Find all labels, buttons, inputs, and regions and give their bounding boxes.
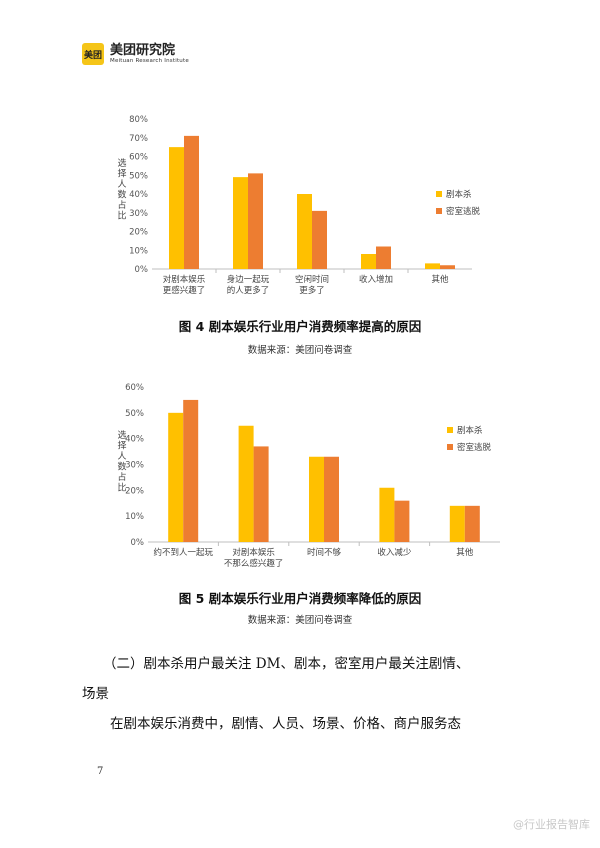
category-label: 收入增加 <box>359 274 393 285</box>
bar-jubensha <box>425 263 440 269</box>
category-label: 约不到人一起玩 <box>153 547 213 558</box>
brand-name-en: Meituan Research Institute <box>110 58 189 65</box>
figure-5-caption: 图 5 剧本娱乐行业用户消费频率降低的原因 <box>178 591 422 606</box>
category-label: 时间不够 <box>307 547 342 558</box>
figure-5-source: 数据来源：美团问卷调查 <box>247 615 353 626</box>
meituan-logo: 美团 <box>82 43 104 65</box>
brand-header: 美团 美团研究院 Meituan Research Institute <box>82 43 189 65</box>
brand-name-cn: 美团研究院 <box>110 42 176 58</box>
bar-jubensha <box>233 177 248 269</box>
y-tick-label: 20% <box>125 486 144 496</box>
bar-mishi <box>394 500 410 542</box>
y-tick-label: 70% <box>129 134 148 144</box>
y-tick-label: 50% <box>129 171 148 181</box>
category-label: 收入减少 <box>377 547 412 558</box>
category-label: 空闲时间更多了 <box>295 274 329 296</box>
y-tick-label: 60% <box>125 383 144 393</box>
bar-mishi <box>440 265 455 269</box>
bar-jubensha <box>297 194 312 269</box>
category-label: 身边一起玩的人更多了 <box>227 274 270 296</box>
legend-swatch <box>447 444 453 450</box>
bar-jubensha <box>169 147 184 269</box>
section-heading-line1: （二）剧本杀用户最关注 DM、剧本，密室用户最关注剧情、 <box>103 656 470 672</box>
bar-mishi <box>183 399 199 542</box>
category-label: 其他 <box>456 547 474 558</box>
bar-mishi <box>376 246 391 269</box>
bar-mishi <box>248 173 263 269</box>
body-paragraph: 在剧本娱乐消费中，剧情、人员、场景、价格、商户服务态 <box>110 716 461 732</box>
y-tick-label: 60% <box>129 153 148 163</box>
category-label: 对剧本娱乐更感兴趣了 <box>163 274 206 296</box>
y-tick-label: 10% <box>129 246 148 256</box>
y-tick-label: 0% <box>131 538 145 548</box>
bar-mishi <box>324 456 339 542</box>
legend-swatch <box>436 208 442 214</box>
bar-mishi <box>184 135 199 269</box>
figure-4-bar-chart: 0% 10% 20% 30% 40% 50% 60% 70% 80% 选择人数占比对剧本娱乐更感兴… <box>117 115 481 296</box>
bar-jubensha <box>309 456 324 542</box>
figure-4-source: 数据来源：美团问卷调查 <box>247 345 353 356</box>
page-number: 7 <box>97 766 104 777</box>
legend-label: 剧本杀 <box>457 425 483 436</box>
watermark: @行业报告智库 <box>513 818 590 831</box>
y-tick-label: 50% <box>125 409 144 419</box>
bar-mishi <box>253 446 269 542</box>
bar-mishi <box>464 505 480 542</box>
figure-4-caption: 图 4 剧本娱乐行业用户消费频率提高的原因 <box>178 319 422 334</box>
legend-label: 密室逃脱 <box>446 206 481 217</box>
y-tick-label: 40% <box>129 190 148 200</box>
category-label: 对剧本娱乐不那么感兴趣了 <box>224 547 284 569</box>
y-tick-label: 20% <box>129 228 148 238</box>
bar-mishi <box>312 210 327 269</box>
category-label: 其他 <box>431 274 449 285</box>
y-tick-label: 30% <box>125 461 144 471</box>
bar-jubensha <box>361 254 376 269</box>
legend-swatch <box>447 427 453 433</box>
y-axis-label: 选择人数占比 <box>117 157 126 222</box>
bar-jubensha <box>168 412 184 542</box>
legend-label: 密室逃脱 <box>457 442 492 453</box>
section-heading-line2: 场景 <box>82 686 109 702</box>
legend-label: 剧本杀 <box>446 189 472 200</box>
y-tick-label: 10% <box>125 512 144 522</box>
bar-jubensha <box>449 505 465 542</box>
y-tick-label: 30% <box>129 209 148 219</box>
legend-swatch <box>436 191 442 197</box>
y-axis-label: 选择人数占比 <box>117 429 126 494</box>
y-tick-label: 80% <box>129 115 148 125</box>
bar-jubensha <box>238 425 254 542</box>
bar-jubensha <box>379 487 395 542</box>
y-tick-label: 40% <box>125 435 144 445</box>
y-tick-label: 0% <box>135 265 149 275</box>
